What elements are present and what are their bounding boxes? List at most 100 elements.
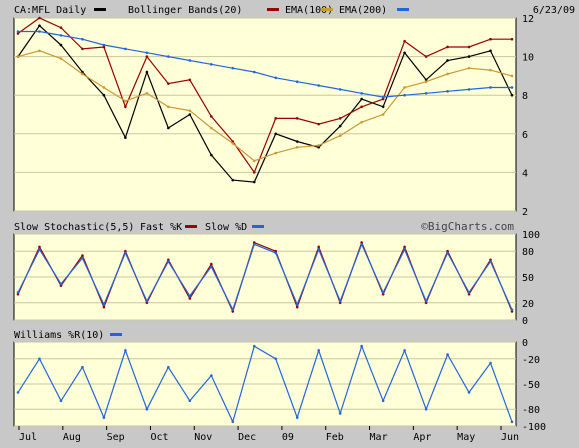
- williams-series-point-0: [295, 416, 299, 419]
- price-series-point-1: [231, 140, 235, 143]
- price-series-point-3: [489, 86, 492, 89]
- price-series-point-1: [124, 105, 127, 109]
- price-series-point-3: [403, 93, 406, 97]
- price-series-line-3: [18, 30, 512, 98]
- price-series-point-3: [145, 51, 149, 55]
- williams-series-point-0: [403, 349, 406, 352]
- ema200-legend-swatch: [397, 8, 409, 11]
- price-series-point-0: [81, 70, 84, 74]
- stochastic-series-point-1: [338, 299, 342, 303]
- stochastic-series-point-1: [489, 260, 492, 263]
- price-series-point-2: [124, 99, 127, 103]
- chart-date: 6/23/09: [533, 5, 575, 16]
- price-series-point-1: [489, 37, 492, 41]
- williams-series-point-0: [252, 344, 256, 348]
- stochastic-series-point-1: [446, 251, 449, 255]
- williams-series-point-0: [59, 399, 63, 403]
- williams-series-point-0: [124, 349, 127, 352]
- slowd-legend-label: Slow %D: [205, 222, 247, 233]
- x-tick-label: Oct: [150, 432, 168, 443]
- ema100-legend-swatch: [321, 8, 333, 11]
- x-tick-label: Sep: [107, 432, 125, 443]
- stochastic-series-point-1: [510, 308, 514, 311]
- stochastic-title: Slow Stochastic(5,5): [14, 222, 134, 233]
- williams-series-point-0: [231, 420, 235, 424]
- price-series-point-0: [167, 126, 170, 130]
- price-series-point-0: [424, 78, 428, 82]
- price-series-point-1: [81, 47, 84, 51]
- williams-y-tick-label: -20: [522, 355, 540, 366]
- price-series-point-0: [295, 140, 299, 143]
- price-series-point-2: [81, 72, 84, 76]
- stochastic-y-tick-label: 20: [522, 299, 534, 310]
- stochastic-series-point-1: [317, 248, 320, 251]
- price-series-point-1: [510, 37, 514, 41]
- ema200-legend-label: EMA(200): [339, 5, 387, 16]
- price-series-point-3: [102, 43, 106, 47]
- stochastic-series-point-1: [231, 308, 235, 311]
- price-series-point-1: [403, 39, 406, 43]
- x-tick-label: Feb: [326, 432, 344, 443]
- price-series-point-0: [360, 97, 363, 101]
- price-series-point-2: [188, 109, 192, 112]
- williams-series-point-0: [510, 420, 514, 424]
- price-series-point-3: [274, 76, 278, 80]
- williams-series-point-0: [424, 407, 428, 411]
- stochastic-series-point-1: [210, 265, 213, 268]
- price-series-point-2: [403, 86, 406, 89]
- stochastic-y-tick-label: 100: [522, 230, 540, 241]
- stochastic-y-tick-label: 80: [522, 247, 534, 258]
- price-series-point-1: [59, 26, 63, 29]
- williams-series-point-0: [338, 412, 342, 415]
- price-series-point-3: [360, 91, 363, 95]
- price-series-point-2: [317, 144, 320, 147]
- price-series-point-0: [446, 59, 449, 62]
- price-series-point-1: [274, 117, 278, 120]
- williams-series-point-0: [274, 357, 278, 361]
- stochastic-series-point-0: [317, 245, 320, 249]
- price-panel: [13, 17, 517, 212]
- price-series-point-3: [210, 63, 213, 66]
- williams-legend-swatch: [110, 333, 122, 336]
- price-series-point-3: [188, 59, 192, 62]
- stochastic-series-point-1: [188, 294, 192, 298]
- stochastic-series-point-1: [38, 248, 41, 251]
- williams-series-point-0: [210, 374, 213, 377]
- price-series-point-3: [424, 91, 428, 95]
- stochastic-series-point-1: [467, 291, 471, 294]
- price-series-point-0: [338, 124, 342, 128]
- stochastic-series-point-1: [16, 291, 20, 294]
- williams-series-point-0: [446, 353, 449, 356]
- stochastic-series-point-1: [124, 251, 127, 255]
- williams-y-tick-label: -80: [522, 405, 540, 416]
- price-y-tick-label: 12: [522, 14, 534, 25]
- price-series-point-1: [252, 171, 256, 174]
- price-series-point-0: [188, 113, 192, 116]
- price-series-point-0: [210, 153, 213, 157]
- fastk-legend-swatch: [185, 225, 197, 228]
- williams-series-point-0: [381, 399, 385, 403]
- price-series-point-1: [360, 105, 363, 109]
- price-series-point-0: [231, 178, 235, 182]
- stochastic-series-point-0: [81, 254, 84, 257]
- price-series-point-2: [489, 68, 492, 72]
- price-series-point-0: [489, 49, 492, 53]
- price-series-point-2: [210, 126, 213, 130]
- fastk-legend-label: Fast %K: [140, 222, 182, 233]
- x-tick-label: 09: [282, 432, 294, 443]
- price-series-point-2: [446, 72, 449, 76]
- slowd-legend-swatch: [252, 225, 264, 228]
- x-tick-label: Aug: [63, 432, 81, 443]
- stochastic-series-point-0: [210, 262, 213, 266]
- price-y-tick-label: 6: [522, 130, 528, 141]
- stochastic-series-point-1: [167, 260, 170, 263]
- x-tick-label: Dec: [238, 432, 256, 443]
- williams-series-point-0: [467, 391, 471, 394]
- price-series-point-2: [167, 105, 170, 109]
- price-series-point-3: [16, 30, 20, 33]
- williams-y-tick-label: -50: [522, 380, 540, 391]
- price-series-point-2: [16, 55, 20, 58]
- price-series-point-1: [317, 122, 320, 126]
